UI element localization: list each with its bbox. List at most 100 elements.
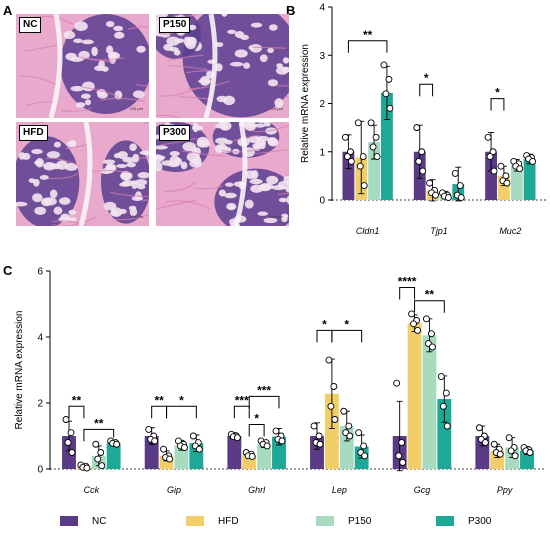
data-point	[346, 432, 354, 440]
legend-label-nc: NC	[92, 515, 107, 527]
data-point	[346, 148, 354, 156]
data-point	[151, 437, 159, 445]
data-point	[456, 182, 464, 189]
x-tick-label: Muc2	[499, 226, 521, 236]
data-point	[354, 119, 362, 127]
significance-label: **	[72, 393, 82, 407]
data-point	[310, 422, 318, 430]
data-point	[360, 442, 368, 450]
data-point	[427, 330, 435, 338]
legend-item-p300: P300	[436, 512, 491, 530]
legend-label-p300: P300	[468, 515, 492, 527]
data-point	[414, 326, 422, 334]
bar	[422, 335, 437, 469]
significance-bracket	[399, 287, 416, 300]
x-tick-label: Ghrl	[248, 485, 266, 495]
x-tick-label: Cldn1	[356, 226, 380, 236]
data-point	[502, 172, 510, 180]
histology-tag-p300: P300	[159, 125, 191, 141]
y-tick-label: 3	[319, 51, 325, 62]
y-tick-label: 4	[37, 333, 43, 344]
data-point	[316, 440, 324, 448]
data-point	[511, 452, 519, 460]
x-tick-label: Lep	[332, 485, 347, 495]
data-point	[330, 383, 338, 390]
histology-tag-nc: NC	[19, 17, 42, 33]
bar	[106, 443, 121, 469]
data-point	[248, 453, 256, 460]
significance-bracket	[316, 329, 333, 343]
histology-image-p300: P300 100 μm	[156, 122, 289, 226]
legend: NC HFD P150 P300	[60, 512, 540, 530]
bar	[174, 445, 189, 469]
data-point	[497, 162, 505, 170]
significance-label: **	[154, 393, 164, 407]
histology-image-p150: P150 100 μm	[156, 14, 289, 118]
bar	[510, 165, 523, 200]
data-point	[180, 444, 188, 452]
data-point	[272, 427, 280, 435]
significance-label: ***	[257, 383, 271, 397]
significance-bracket	[331, 329, 363, 343]
data-point	[489, 148, 497, 156]
data-point	[361, 452, 369, 460]
significance-bracket	[68, 405, 85, 419]
significance-bracket	[414, 300, 445, 313]
data-point	[481, 439, 489, 447]
x-tick-label: Gip	[167, 485, 181, 495]
data-point	[340, 407, 348, 415]
x-tick-label: Gcg	[414, 485, 431, 495]
data-point	[415, 157, 423, 165]
data-point	[443, 422, 451, 430]
legend-swatch-hfd	[186, 516, 204, 526]
data-point	[516, 165, 524, 173]
data-point	[345, 422, 353, 430]
histology-art-p300	[156, 122, 289, 226]
data-point	[360, 182, 368, 189]
data-point	[315, 432, 323, 440]
y-tick-label: 4	[319, 3, 325, 14]
legend-item-nc: NC	[60, 512, 106, 530]
data-point	[426, 179, 434, 187]
data-point	[505, 434, 513, 442]
data-point	[97, 449, 105, 456]
histology-art-nc	[16, 14, 149, 118]
significance-bracket	[248, 395, 280, 409]
significance-bracket	[233, 405, 250, 419]
data-point	[526, 449, 534, 456]
significance-label: **	[425, 288, 435, 302]
data-point	[331, 416, 339, 423]
data-point	[113, 440, 121, 448]
significance-bracket	[151, 405, 168, 419]
bar	[342, 151, 355, 200]
significance-bracket	[83, 428, 115, 442]
data-point	[439, 402, 447, 410]
data-point	[367, 119, 375, 127]
legend-label-p150: P150	[348, 515, 372, 527]
scale-bar-hfd: 100 μm	[129, 214, 143, 219]
histology-image-hfd: HFD 100 μm	[16, 122, 149, 226]
significance-bracket	[347, 40, 388, 53]
chart-panel-c: 0 2 4 6 Relative mRNA expression Cck Gip Ghrl Le…	[14, 267, 546, 495]
bar	[381, 92, 393, 200]
data-point	[484, 133, 492, 141]
data-point	[503, 179, 511, 187]
data-point	[373, 153, 381, 161]
significance-label: ****	[398, 275, 417, 289]
y-tick-label: 1	[319, 147, 325, 158]
data-point	[68, 449, 76, 456]
y-axis-label: Relative mRNA expression	[300, 44, 311, 163]
data-point	[475, 424, 483, 432]
data-point	[490, 440, 498, 448]
scale-bar-p300: 100 μm	[269, 214, 283, 219]
bar	[437, 399, 452, 469]
data-point	[432, 191, 440, 199]
bar	[227, 436, 242, 469]
data-point	[486, 153, 494, 161]
data-point	[398, 439, 406, 447]
significance-bracket	[166, 405, 197, 419]
legend-swatch-p150	[316, 516, 334, 526]
data-point	[393, 379, 401, 387]
data-point	[451, 170, 459, 177]
significance-label: **	[94, 416, 104, 430]
